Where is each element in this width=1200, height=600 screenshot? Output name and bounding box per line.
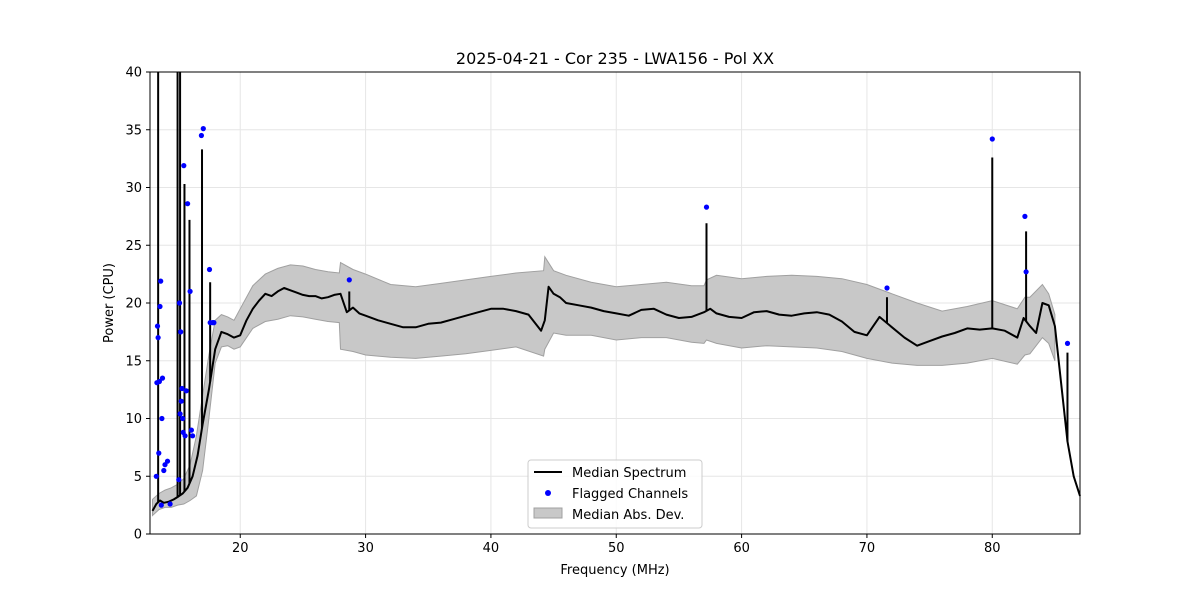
flagged-channels [153, 126, 1071, 508]
x-axis-label: Frequency (MHz) [560, 563, 669, 578]
flag-point [164, 458, 171, 464]
y-tick-label: 5 [134, 470, 142, 485]
median-spectrum-line [151, 285, 1081, 512]
flag-point [206, 266, 213, 273]
flag-point [200, 126, 206, 132]
flag-point [159, 375, 166, 381]
flag-point [182, 433, 188, 439]
flag-point [346, 277, 352, 283]
flag-point [180, 415, 186, 422]
flag-point [158, 502, 164, 508]
spikes [157, 72, 1069, 503]
flag-point [167, 501, 173, 507]
y-tick-label: 0 [134, 528, 142, 543]
legend-flagged-channels: Flagged Channels [572, 487, 688, 502]
legend: Median Spectrum Flagged Channels Median … [527, 459, 703, 529]
y-ticks: 0 5 10 15 20 25 30 35 40 [125, 66, 150, 543]
flag-point [176, 300, 183, 306]
flag-point [159, 415, 165, 422]
legend-frame [527, 459, 703, 529]
chart-title: 2025-04-21 - Cor 235 - LWA156 - Pol XX [456, 49, 774, 68]
flag-point [154, 323, 161, 329]
legend-flag-swatch [545, 490, 551, 496]
flag-point [187, 288, 193, 294]
flag-point [190, 433, 196, 439]
flag-point [185, 201, 191, 207]
flag-point [198, 132, 204, 139]
x-tick-label: 30 [357, 541, 374, 556]
flag-point [157, 303, 163, 310]
x-tick-label: 20 [232, 541, 249, 556]
flag-point [153, 473, 159, 479]
flag-point [161, 467, 167, 474]
legend-median-spectrum: Median Spectrum [572, 466, 686, 481]
y-tick-label: 15 [125, 354, 142, 369]
flag-point [177, 411, 183, 417]
flag-point [178, 329, 184, 335]
median-spectrum [151, 285, 1081, 512]
flag-point [183, 388, 189, 394]
mad-band [152, 255, 1056, 517]
y-axis-label: Power (CPU) [102, 263, 117, 343]
y-tick-label: 20 [125, 297, 142, 312]
y-tick-label: 35 [125, 123, 142, 138]
x-tick-label: 70 [859, 541, 876, 556]
flag-point [989, 136, 995, 142]
flag-point [181, 163, 187, 169]
flag-point [1023, 269, 1029, 275]
flag-point [156, 450, 162, 456]
flag-point [188, 427, 194, 433]
flag-point [179, 385, 185, 392]
y-tick-label: 25 [125, 239, 142, 254]
y-tick-label: 30 [125, 181, 142, 196]
x-tick-label: 80 [984, 541, 1001, 556]
legend-band-swatch [533, 507, 563, 519]
flag-point [703, 204, 710, 210]
x-tick-label: 60 [733, 541, 750, 556]
x-tick-label: 40 [483, 541, 500, 556]
y-tick-label: 40 [125, 66, 142, 81]
flag-point [1064, 340, 1071, 346]
flag-point [155, 335, 161, 341]
flag-point [178, 398, 184, 404]
x-tick-label: 50 [608, 541, 625, 556]
y-tick-label: 10 [125, 412, 142, 427]
flag-point [884, 285, 890, 291]
flag-point [1022, 213, 1028, 219]
flag-point [211, 320, 217, 326]
flag-point [156, 378, 162, 385]
x-ticks: 20 30 40 50 60 70 80 [232, 534, 1001, 556]
flag-point [176, 477, 182, 483]
mad-band-area [152, 255, 1056, 517]
flag-point [158, 278, 164, 284]
legend-median-abs-dev: Median Abs. Dev. [572, 508, 684, 523]
